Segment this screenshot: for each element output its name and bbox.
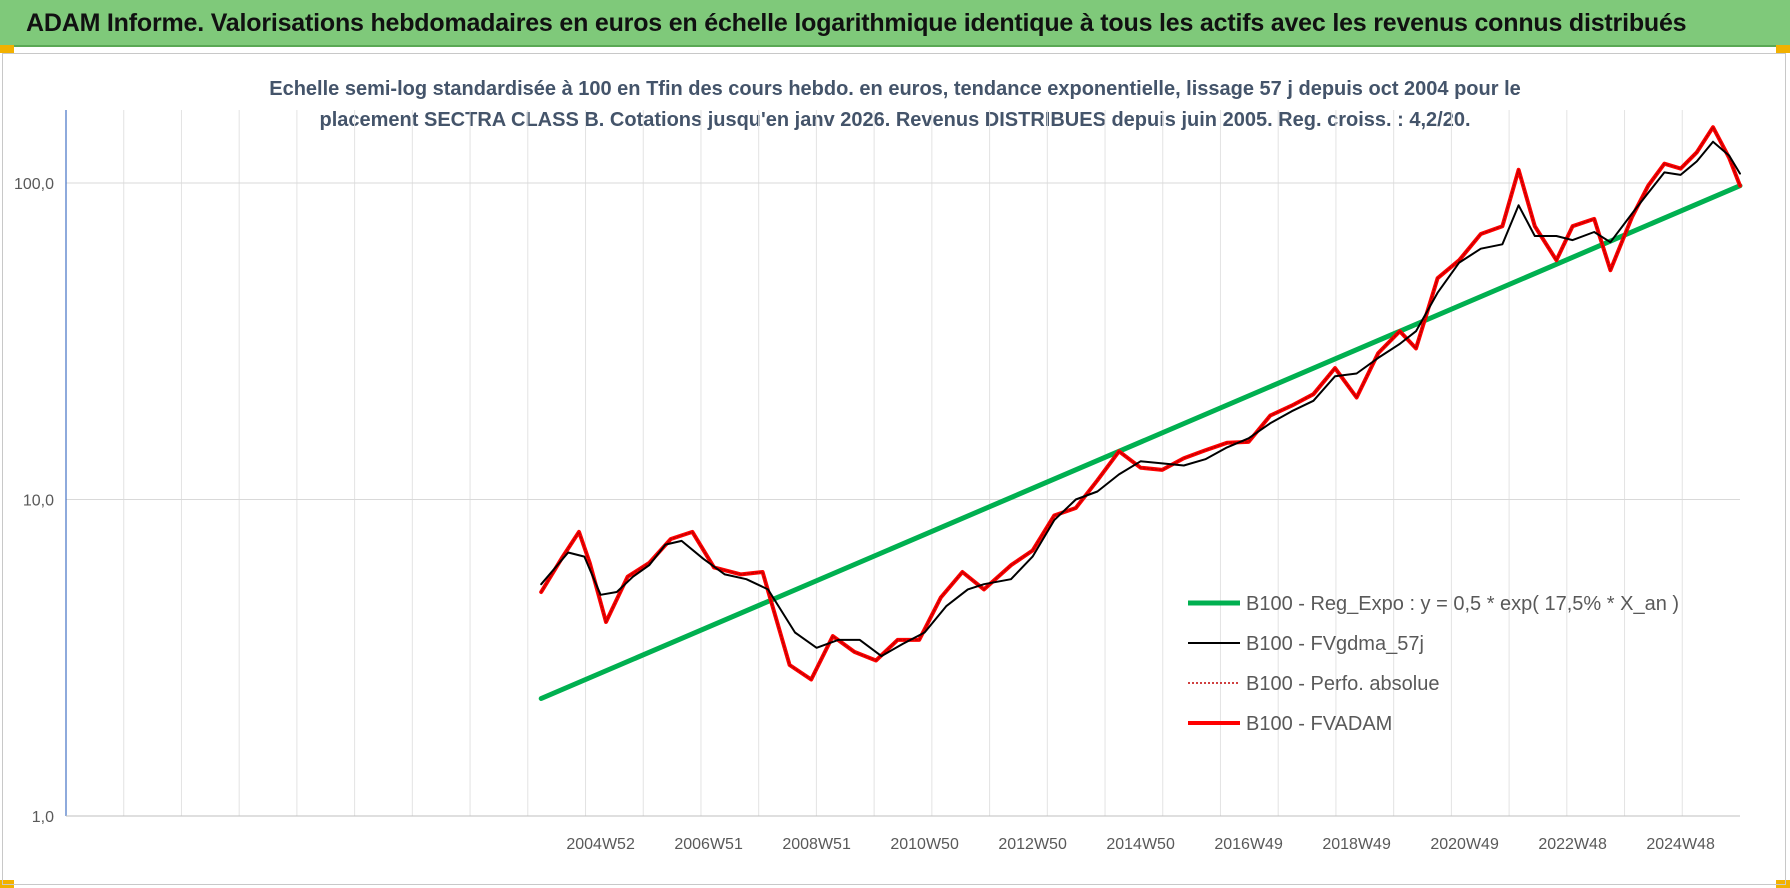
y-tick-label: 100,0 <box>14 176 54 193</box>
x-tick-label: 2004W52 <box>566 836 635 853</box>
x-tick-label: 2022W48 <box>1538 836 1607 853</box>
x-tick-label: 2016W49 <box>1214 836 1283 853</box>
legend-label-fvgdma: B100 - FVgdma_57j <box>1246 633 1424 655</box>
y-tick-label: 1,0 <box>32 809 54 826</box>
x-tick-label: 2020W49 <box>1430 836 1499 853</box>
chart-subtitle-line-1: Echelle semi-log standardisée à 100 en T… <box>269 78 1521 100</box>
chart-subtitle-line-2: placement SECTRA CLASS B. Cotations jusq… <box>319 109 1471 131</box>
x-tick-label: 2018W49 <box>1322 836 1391 853</box>
y-tick-label: 10,0 <box>23 492 54 509</box>
corner-marker-top-right <box>1776 45 1790 53</box>
series-line-fvgdma <box>540 140 1741 658</box>
legend-label-fvadam: B100 - FVADAM <box>1246 713 1392 735</box>
legend-label-perfo: B100 - Perfo. absolue <box>1246 673 1439 695</box>
chart-subtitle: Echelle semi-log standardisée à 100 en T… <box>200 74 1590 136</box>
x-tick-label: 2012W50 <box>998 836 1067 853</box>
x-tick-label: 2008W51 <box>782 836 851 853</box>
series-line-reg_expo <box>538 183 1743 701</box>
banner-title: ADAM Informe. Valorisations hebdomadaire… <box>26 9 1687 37</box>
x-tick-label: 2014W50 <box>1106 836 1175 853</box>
x-tick-label: 2024W48 <box>1646 836 1715 853</box>
title-banner: ADAM Informe. Valorisations hebdomadaire… <box>0 0 1790 47</box>
x-tick-label: 2010W50 <box>890 836 959 853</box>
x-tick-label: 2006W51 <box>674 836 743 853</box>
legend-label-reg_expo: B100 - Reg_Expo : y = 0,5 * exp( 17,5% *… <box>1246 593 1679 615</box>
corner-marker-top-left <box>0 45 14 53</box>
chart-frame <box>2 53 1786 885</box>
